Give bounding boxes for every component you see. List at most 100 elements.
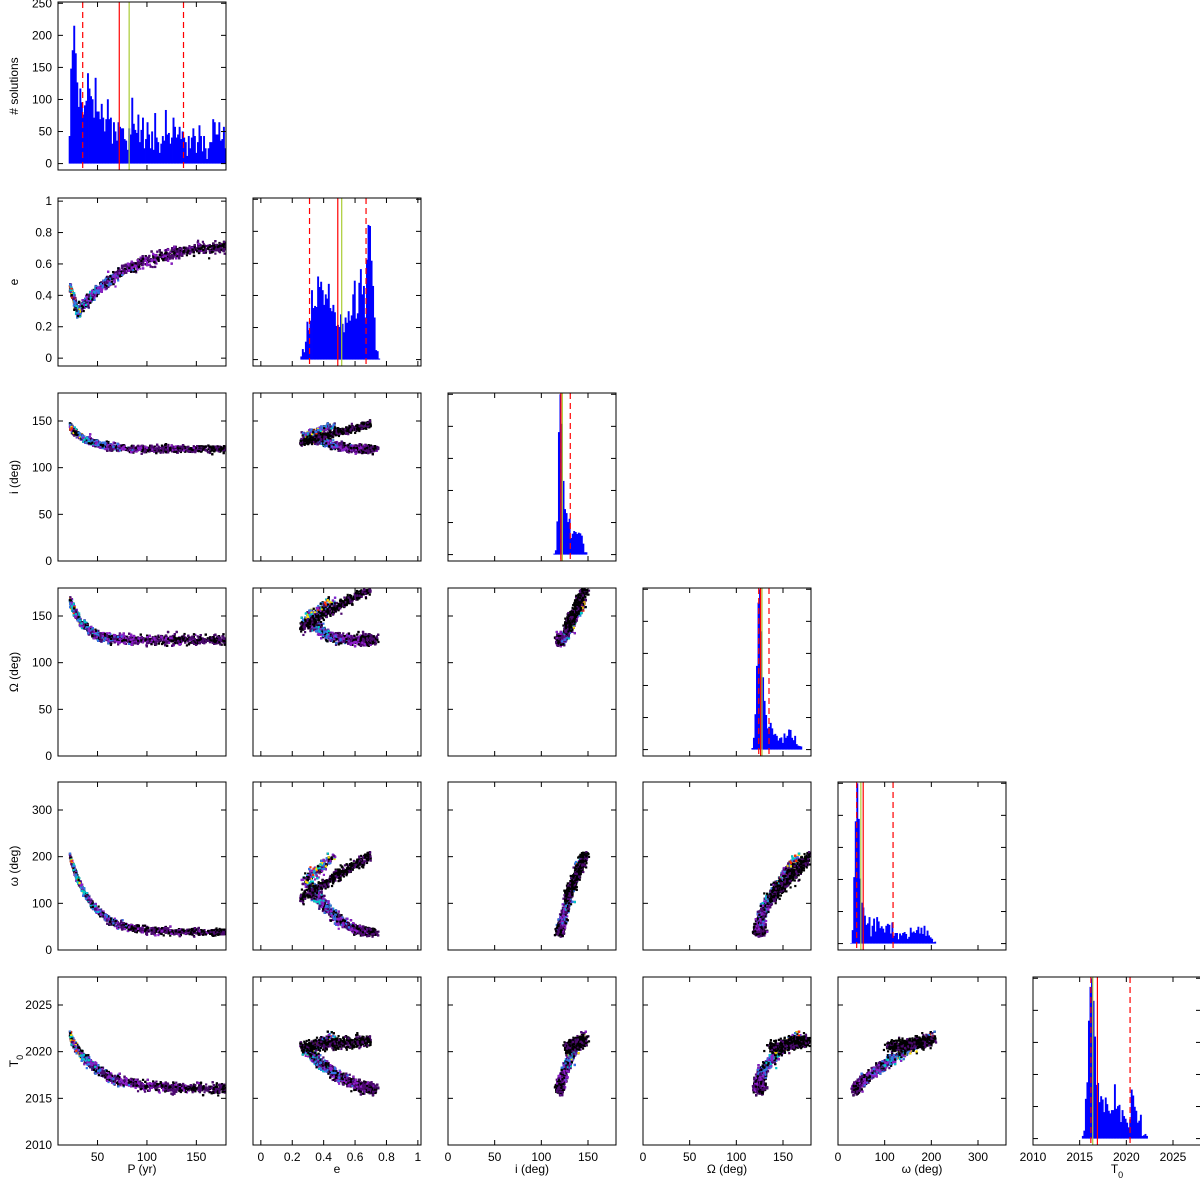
- histogram-bar: [79, 88, 82, 164]
- density-point: [144, 256, 147, 259]
- density-point: [81, 309, 84, 312]
- density-point: [210, 251, 213, 254]
- density-point: [186, 251, 189, 254]
- density-point: [169, 257, 172, 260]
- density-point: [149, 265, 152, 268]
- density-point: [216, 248, 219, 251]
- density-point: [74, 301, 77, 304]
- density-point: [126, 262, 130, 265]
- density-point: [114, 273, 117, 276]
- density-point: [178, 251, 181, 254]
- histogram-bar: [174, 126, 176, 164]
- histogram-bar: [171, 137, 173, 164]
- histogram-bar: [219, 140, 222, 164]
- histogram-bar: [135, 132, 138, 164]
- density-point: [130, 270, 133, 273]
- y-tick-label: 0.6: [35, 257, 52, 271]
- histogram-bar: [132, 123, 135, 164]
- density-point: [134, 262, 137, 265]
- density-point: [204, 249, 207, 253]
- histogram-bar: [155, 137, 158, 164]
- density-point: [197, 245, 200, 248]
- histogram-bar: [376, 351, 379, 360]
- density-point: [75, 305, 78, 308]
- density-point: [151, 265, 154, 269]
- histogram-bar: [201, 151, 204, 164]
- density-point: [167, 248, 170, 251]
- histogram-bar: [140, 129, 143, 164]
- density-point: [96, 285, 99, 288]
- density-point: [158, 249, 161, 252]
- density-point: [185, 254, 189, 257]
- histogram-bar: [206, 158, 209, 164]
- density-point: [141, 257, 145, 260]
- histogram-bar: [149, 148, 152, 164]
- histogram-bar: [166, 134, 169, 164]
- histogram-bar: [77, 106, 80, 164]
- density-point: [197, 242, 200, 246]
- density-point: [137, 265, 141, 269]
- density-point: [117, 267, 120, 270]
- histogram-bar: [91, 99, 94, 164]
- histogram-bar: [193, 136, 196, 164]
- density-point: [105, 287, 108, 290]
- density-point: [153, 258, 157, 261]
- density-point: [154, 265, 157, 269]
- panel-frame: [57, 197, 227, 367]
- density-point: [196, 239, 200, 242]
- density-point: [124, 263, 127, 266]
- y-tick-label: 0.2: [35, 320, 52, 334]
- density-point: [161, 253, 164, 256]
- histogram-bar: [167, 132, 170, 164]
- density-point: [113, 280, 116, 284]
- histogram-bar: [109, 117, 112, 164]
- density-point: [118, 271, 121, 274]
- density-point: [163, 249, 167, 252]
- histogram-bar: [200, 136, 202, 164]
- density-point: [77, 310, 80, 313]
- density-point: [141, 262, 144, 265]
- density-point: [121, 272, 124, 275]
- density-point: [84, 303, 88, 307]
- density-point: [193, 244, 196, 247]
- density-point: [173, 251, 176, 255]
- density-point: [73, 307, 76, 310]
- density-point: [152, 253, 155, 257]
- histogram-bar: [129, 134, 132, 164]
- density-point: [170, 262, 173, 265]
- density-point: [90, 292, 93, 295]
- density-point: [167, 443, 170, 447]
- density-point: [169, 251, 172, 254]
- histogram-bar: [126, 149, 129, 164]
- histogram-bar: [114, 131, 117, 164]
- histogram-bar: [74, 53, 77, 164]
- density-point: [178, 253, 181, 256]
- density-point: [109, 275, 112, 278]
- density-point: [207, 244, 210, 247]
- histogram-bar: [203, 136, 206, 164]
- histogram-bar: [189, 148, 192, 164]
- histogram-bar: [181, 131, 184, 164]
- density-point: [164, 258, 168, 261]
- density-point: [198, 250, 201, 253]
- density-point: [72, 297, 75, 300]
- density-point: [160, 255, 163, 259]
- density-point: [101, 286, 104, 289]
- density-point: [182, 250, 185, 254]
- density-point: [140, 259, 143, 262]
- histogram-bar: [187, 136, 190, 164]
- density-point: [201, 245, 205, 248]
- density-point: [81, 299, 84, 302]
- histogram-bar: [70, 68, 73, 164]
- density-point: [70, 293, 73, 297]
- y-tick-label: 150: [32, 60, 52, 74]
- histogram-bar: [192, 128, 195, 164]
- density-point: [85, 293, 89, 296]
- density-point: [121, 267, 124, 270]
- density-point: [155, 258, 158, 261]
- histogram-bar: [142, 117, 144, 164]
- histogram-bar: [106, 99, 109, 164]
- density-point: [188, 252, 191, 255]
- histogram-bar: [163, 140, 166, 164]
- density-point: [187, 247, 190, 250]
